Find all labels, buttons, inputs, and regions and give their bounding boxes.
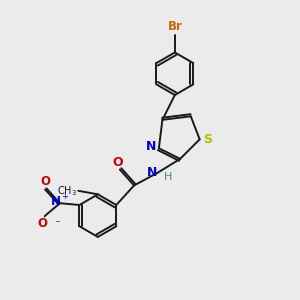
Text: Br: Br: [167, 20, 182, 33]
Text: $^-$: $^-$: [53, 219, 61, 229]
Text: +: +: [61, 192, 68, 201]
Text: N: N: [147, 166, 157, 179]
Text: H: H: [164, 172, 172, 182]
Text: O: O: [37, 217, 47, 230]
Text: S: S: [203, 133, 212, 146]
Text: O: O: [41, 175, 51, 188]
Text: N: N: [146, 140, 156, 153]
Text: O: O: [113, 156, 123, 169]
Text: CH$_3$: CH$_3$: [57, 184, 76, 198]
Text: N: N: [51, 195, 62, 208]
